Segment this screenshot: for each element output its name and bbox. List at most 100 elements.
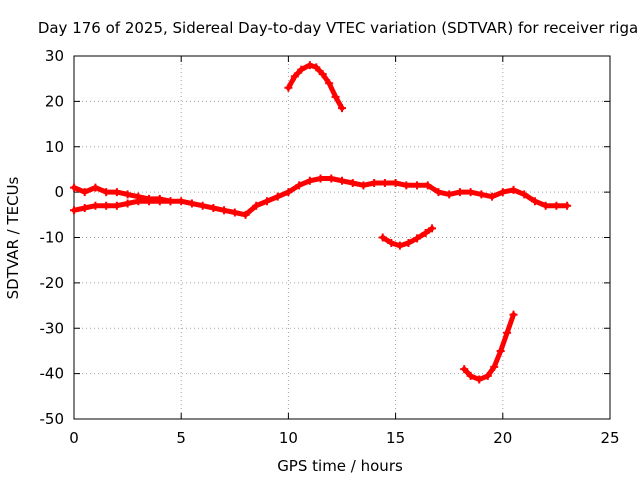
- data-point: [404, 238, 413, 247]
- data-point: [563, 201, 572, 210]
- data-point: [530, 197, 539, 206]
- data-point: [91, 201, 100, 210]
- data-point: [316, 174, 325, 183]
- data-point: [338, 176, 346, 185]
- data-point: [509, 310, 518, 319]
- data-point: [387, 238, 396, 247]
- data-point: [413, 181, 422, 190]
- data-point: [498, 188, 507, 197]
- data-point: [220, 206, 229, 215]
- y-tick-label: 10: [45, 138, 64, 156]
- y-tick-label: -20: [40, 274, 65, 292]
- axis-ticks: 0 5 10 15 20 25 30 20 10 0 -10 -20 -30 -40 -50: [40, 47, 620, 447]
- data-point: [284, 83, 293, 92]
- data-point: [370, 179, 379, 188]
- data-point: [70, 183, 78, 192]
- data-point: [145, 197, 154, 206]
- data-point: [421, 228, 430, 237]
- data-point: [466, 371, 475, 380]
- data-point: [477, 190, 486, 199]
- data-point: [359, 181, 368, 190]
- y-tick-label: 30: [45, 47, 64, 65]
- data-point: [488, 192, 497, 201]
- x-tick-label: 0: [69, 429, 79, 447]
- data-point: [297, 65, 306, 74]
- data-point: [134, 197, 143, 206]
- data-point: [475, 375, 484, 384]
- y-tick-label: -50: [40, 410, 65, 428]
- data-point: [395, 241, 404, 250]
- y-tick-label: -40: [40, 365, 65, 383]
- data-point: [262, 197, 271, 206]
- data-point: [312, 63, 321, 72]
- data-point: [490, 362, 499, 371]
- data-point: [102, 201, 111, 210]
- data-point: [509, 185, 518, 194]
- data-point: [552, 201, 561, 210]
- data-point: [155, 197, 164, 206]
- data-point: [325, 79, 334, 88]
- data-point: [102, 188, 111, 197]
- data-point: [327, 174, 336, 183]
- data-point: [80, 188, 89, 197]
- x-tick-label: 5: [176, 429, 186, 447]
- y-axis-label: SDTVAR / TECUs: [4, 176, 22, 299]
- y-tick-label: 20: [45, 92, 64, 110]
- data-point: [295, 181, 304, 190]
- data-point: [428, 224, 437, 233]
- data-point: [80, 204, 89, 213]
- x-axis-label: GPS time / hours: [277, 457, 403, 475]
- data-series: [70, 61, 572, 384]
- data-point: [305, 61, 314, 70]
- x-tick-label: 15: [386, 429, 405, 447]
- y-tick-label: -30: [40, 319, 65, 337]
- series-arc-deep-dip: [461, 312, 516, 382]
- data-point: [284, 188, 293, 197]
- data-point: [112, 201, 121, 210]
- data-point: [91, 183, 100, 192]
- x-tick-label: 20: [493, 429, 512, 447]
- data-point: [496, 346, 505, 355]
- data-point: [460, 365, 469, 374]
- data-point: [305, 176, 314, 185]
- data-point: [198, 201, 207, 210]
- chart-title: Day 176 of 2025, Sidereal Day-to-day VTE…: [38, 19, 638, 37]
- data-point: [348, 179, 357, 188]
- data-point: [123, 199, 132, 208]
- data-point: [187, 199, 196, 208]
- data-point: [273, 192, 282, 201]
- data-point: [445, 190, 454, 199]
- data-point: [466, 188, 475, 197]
- data-point: [70, 206, 78, 215]
- data-point: [402, 181, 411, 190]
- data-point: [413, 234, 422, 243]
- y-tick-label: -10: [40, 229, 65, 247]
- x-tick-label: 25: [600, 429, 619, 447]
- data-point: [391, 179, 400, 188]
- data-point: [318, 70, 327, 79]
- data-point: [380, 179, 389, 188]
- data-point: [338, 104, 346, 113]
- data-point: [331, 92, 340, 101]
- series-arc-main-lower: [71, 198, 173, 213]
- data-point: [434, 188, 443, 197]
- series-arc-high-peak: [285, 62, 345, 111]
- y-tick-label: 0: [54, 183, 64, 201]
- data-point: [230, 208, 239, 217]
- data-point: [112, 188, 121, 197]
- data-point: [503, 328, 512, 337]
- data-point: [209, 204, 218, 213]
- data-point: [378, 233, 387, 242]
- data-point: [520, 190, 529, 199]
- data-point: [541, 201, 550, 210]
- data-point: [166, 197, 175, 206]
- plot-frame: [73, 55, 611, 420]
- data-point: [423, 181, 432, 190]
- x-tick-label: 10: [279, 429, 298, 447]
- data-point: [483, 371, 492, 380]
- data-point: [123, 190, 132, 199]
- data-point: [252, 201, 261, 210]
- data-point: [177, 197, 186, 206]
- data-point: [241, 210, 250, 219]
